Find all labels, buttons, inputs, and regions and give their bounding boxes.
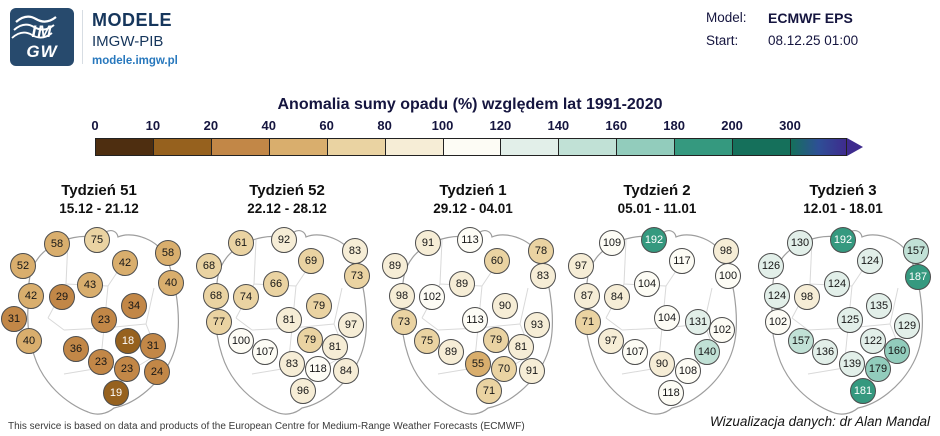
start-value: 08.12.25 01:00 bbox=[768, 33, 859, 48]
logo-waves-icon bbox=[10, 8, 74, 66]
colorbar-overflow-segment bbox=[791, 139, 847, 155]
map-date-range: 15.12 - 21.12 bbox=[59, 201, 139, 216]
colorbar-segment bbox=[211, 139, 270, 155]
colorbar-tick: 180 bbox=[663, 118, 686, 133]
colorbar-tick: 20 bbox=[203, 118, 219, 133]
colorbar-segment bbox=[153, 139, 212, 155]
start-label: Start: bbox=[706, 33, 739, 48]
map-date-range: 12.01 - 18.01 bbox=[803, 201, 883, 216]
colorbar-segment bbox=[385, 139, 444, 155]
colorbar-tick: 300 bbox=[779, 118, 801, 133]
map-date-range: 22.12 - 28.12 bbox=[247, 201, 327, 216]
map-date-range: 05.01 - 11.01 bbox=[617, 201, 697, 216]
colorbar-tick: 200 bbox=[721, 118, 743, 133]
colorbar-segment bbox=[733, 139, 792, 155]
map-week-title: Tydzień 52 bbox=[249, 182, 325, 199]
colorbar-tick: 0 bbox=[91, 118, 99, 133]
logo-line-1: IM bbox=[31, 22, 53, 41]
logo-line-2: GW bbox=[26, 42, 58, 61]
colorbar-tick: 160 bbox=[605, 118, 628, 133]
colorbar-arrow bbox=[847, 138, 863, 156]
colorbar-tick: 100 bbox=[431, 118, 454, 133]
poland-map-outline bbox=[750, 226, 936, 422]
colorbar-segment bbox=[559, 139, 618, 155]
colorbar-tick: 40 bbox=[261, 118, 276, 133]
colorbar-tick-labels: 0 10 20 40 60 80 100 120 140 160 180 200 300 bbox=[91, 118, 800, 134]
poland-map-outline bbox=[194, 226, 380, 422]
colorbar-tick: 10 bbox=[145, 118, 161, 133]
map-panel-week-2: Tydzień 2 05.01 - 11.01 bbox=[564, 182, 750, 415]
footer-disclaimer: This service is based on data and produc… bbox=[8, 421, 525, 432]
colorbar-segment bbox=[501, 139, 560, 155]
colorbar-tick: 120 bbox=[489, 118, 512, 133]
map-week-title: Tydzień 3 bbox=[809, 182, 877, 199]
poland-map-outline bbox=[564, 226, 750, 422]
map-panel-week-1: Tydzień 1 29.12 - 04.01 bbox=[380, 182, 566, 415]
footer-credit: Wizualizacja danych: dr Alan Mandal bbox=[710, 414, 930, 429]
colorbar-tick: 60 bbox=[319, 118, 334, 133]
colorbar-segment bbox=[443, 139, 502, 155]
colorbar bbox=[95, 138, 847, 156]
poland-map-outline bbox=[6, 226, 192, 422]
colorbar-tick: 140 bbox=[547, 118, 570, 133]
brand-subtitle: IMGW-PIB bbox=[92, 33, 164, 50]
poland-map-outline bbox=[380, 226, 566, 422]
model-run-info: Model: ECMWF EPS Start: 08.12.25 01:00 bbox=[706, 10, 858, 55]
colorbar-segment bbox=[675, 139, 734, 155]
map-week-title: Tydzień 2 bbox=[623, 182, 691, 199]
header-divider bbox=[82, 10, 83, 64]
map-panel-week-51: Tydzień 51 15.12 - 21.12 bbox=[6, 182, 192, 415]
model-label: Model: bbox=[706, 10, 747, 25]
brand-title: MODELE bbox=[92, 10, 173, 30]
logo-letters: IM GW bbox=[10, 22, 74, 62]
map-panel-week-52: Tydzień 52 22.12 - 28.12 bbox=[194, 182, 380, 415]
model-value: ECMWF EPS bbox=[768, 10, 853, 26]
chart-title: Anomalia sumy opadu (%) względem lat 199… bbox=[277, 96, 663, 113]
map-date-range: 29.12 - 04.01 bbox=[433, 201, 513, 216]
colorbar-tick: 80 bbox=[377, 118, 392, 133]
colorbar-segment bbox=[327, 139, 386, 155]
colorbar-segment bbox=[96, 139, 154, 155]
colorbar-segment bbox=[617, 139, 676, 155]
map-week-title: Tydzień 1 bbox=[439, 182, 507, 199]
brand-url-link[interactable]: modele.imgw.pl bbox=[92, 55, 178, 67]
map-panel-week-3: Tydzień 3 12.01 - 18.01 bbox=[750, 182, 936, 415]
colorbar-segment bbox=[269, 139, 328, 155]
brand-block: MODELE IMGW-PIB modele.imgw.pl bbox=[92, 10, 178, 67]
imgw-logo: IM GW bbox=[10, 8, 74, 66]
map-week-title: Tydzień 51 bbox=[61, 182, 137, 199]
